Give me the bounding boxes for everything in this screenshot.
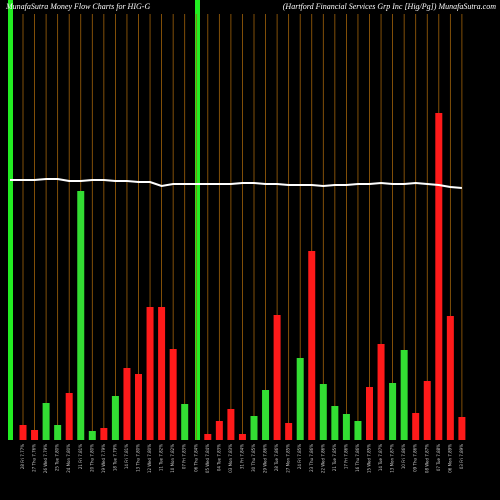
- bar: [88, 431, 96, 440]
- x-tick-label: 20 Thu 7.80%: [89, 444, 94, 472]
- x-tick-label: 29 Wed 7.86%: [263, 444, 268, 473]
- x-tick-label: 30 Thu 7.85%: [251, 444, 256, 472]
- x-tick-label: 07 Tue 7.88%: [436, 444, 441, 471]
- bar: [238, 434, 246, 440]
- x-tick-label: 24 Mon 7.80%: [66, 444, 71, 473]
- price-line: [10, 178, 462, 189]
- x-tick-label: 10 Mon 7.82%: [170, 444, 175, 473]
- bar: [250, 416, 258, 440]
- x-tick-label: 19 Wed 7.79%: [101, 444, 106, 473]
- bar: [354, 421, 362, 440]
- x-tick-label: 06 Mon 7.89%: [447, 444, 452, 473]
- bar: [458, 417, 466, 440]
- bar: [42, 403, 50, 440]
- x-tick-label: 28 Tue 7.86%: [274, 444, 279, 471]
- x-tick-label: 15 Wed 7.85%: [367, 444, 372, 473]
- bar: [435, 113, 443, 440]
- bar: [446, 316, 454, 440]
- bar: [123, 368, 131, 440]
- chart-title: MunafaSutra Money Flow Charts for HIG-G: [5, 2, 150, 11]
- bar: [412, 413, 420, 440]
- bar: [285, 423, 293, 440]
- bar: [65, 393, 73, 440]
- bar: [319, 384, 327, 440]
- x-tick-label: 16 Thu 7.86%: [355, 444, 360, 472]
- x-tick-label: 21 Fri 7.81%: [78, 444, 83, 469]
- x-tick-label: 27 Mon 7.85%: [286, 444, 291, 473]
- bar: [146, 307, 154, 440]
- bar: [342, 414, 350, 440]
- bar: [158, 307, 166, 440]
- x-tick-label: 03 Fri 7.89%: [459, 444, 464, 469]
- x-tick-label: 23 Thu 7.86%: [309, 444, 314, 472]
- x-tick-label: 17 Fri 7.86%: [343, 444, 348, 469]
- bar: [262, 390, 270, 440]
- x-tick-label: 12 Wed 7.80%: [147, 444, 152, 473]
- x-tick-label: 24 Fri 7.85%: [297, 444, 302, 469]
- bar: [423, 381, 431, 440]
- bar: [296, 358, 304, 440]
- x-tick-label: 21 Tue 7.85%: [332, 444, 337, 471]
- divider-bar: [8, 0, 13, 440]
- bar: [31, 430, 39, 440]
- bar: [111, 396, 119, 440]
- x-tick-label: 25 Tue 7.80%: [55, 444, 60, 471]
- bar: [377, 344, 385, 440]
- bar: [273, 315, 281, 440]
- x-tick-label: 05 Wed 7.84%: [205, 444, 210, 473]
- bar: [135, 374, 142, 440]
- bar: [331, 406, 339, 440]
- bar: [19, 425, 27, 440]
- x-tick-label: 13 Thu 7.80%: [136, 444, 141, 472]
- x-tick-label: 10 Fri 7.86%: [401, 444, 406, 469]
- bar: [366, 387, 373, 440]
- x-tick-label: 04 Tue 7.83%: [216, 444, 221, 471]
- x-tick-label: 11 Tue 7.82%: [159, 444, 164, 471]
- x-tick-label: 08 Wed 7.87%: [424, 444, 429, 473]
- bar: [100, 428, 108, 440]
- bar: [77, 191, 85, 440]
- x-tick-label: 14 Fri 7.81%: [124, 444, 129, 469]
- x-tick-label: 18 Tue 7.79%: [112, 444, 117, 471]
- bar: [389, 383, 397, 440]
- x-tick-label: 22 Wed 7.86%: [320, 444, 325, 473]
- x-tick-label: 13 Mon 7.87%: [390, 444, 395, 473]
- bar: [400, 350, 408, 440]
- x-tick-label: 14 Tue 7.87%: [378, 444, 383, 471]
- x-tick-label: 26 Wed 7.79%: [43, 444, 48, 473]
- bar: [169, 349, 177, 440]
- bar: [54, 425, 62, 440]
- x-tick-label: 09 Thu 7.86%: [413, 444, 418, 472]
- x-tick-label: 07 Fri 7.83%: [182, 444, 187, 469]
- x-tick-label: 06 Thu 7.84%: [193, 444, 198, 472]
- bar: [227, 409, 235, 440]
- x-tick-label: 03 Mon 7.83%: [228, 444, 233, 473]
- chart-subtitle: (Hartford Financial Services Grp Inc [Hi…: [283, 2, 496, 11]
- x-tick-label: 27 Thu 7.76%: [32, 444, 37, 472]
- x-tick-label: 28 Fri 7.77%: [20, 444, 25, 469]
- x-tick-label: 31 Fri 7.84%: [239, 444, 244, 469]
- bar: [215, 421, 223, 440]
- divider-bar: [195, 0, 200, 440]
- bar: [204, 434, 212, 440]
- bar: [181, 404, 189, 440]
- bar: [308, 251, 316, 440]
